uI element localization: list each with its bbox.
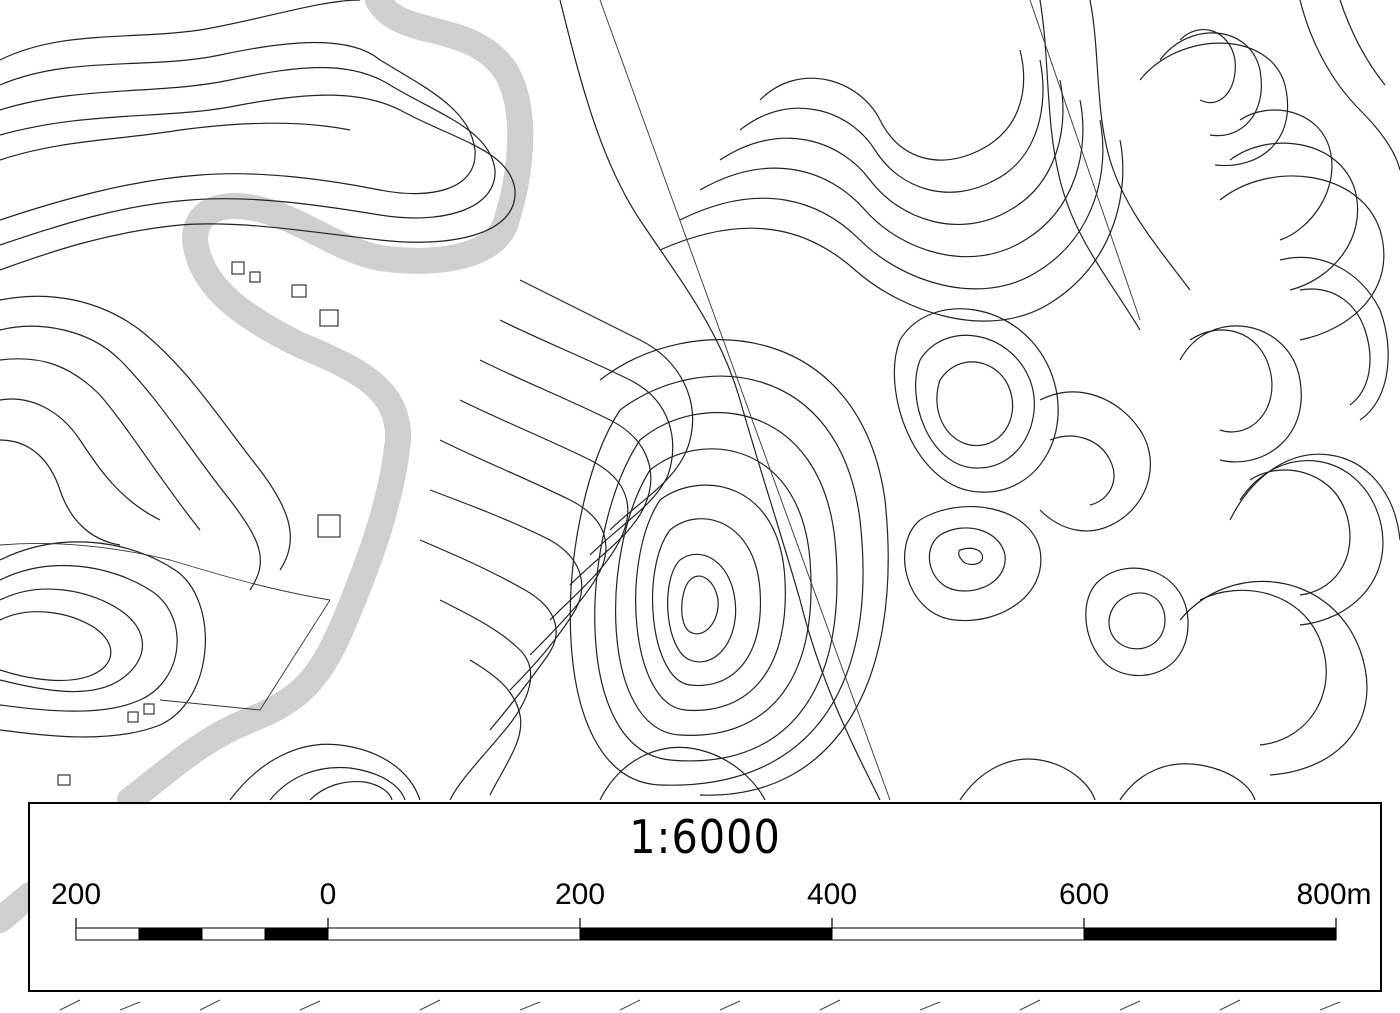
scale-label-200-left: 200	[50, 878, 102, 911]
scale-label-600: 600	[1058, 878, 1110, 911]
scale-label-0: 0	[319, 878, 337, 911]
lower-contour-strip	[59, 999, 1341, 1011]
scale-label-200: 200	[554, 878, 606, 911]
scale-label-800m: 800m	[1296, 878, 1372, 911]
buildings	[57, 261, 341, 786]
scale-segments-main	[327, 927, 1337, 941]
scale-segments-left	[75, 927, 329, 941]
scale-ratio: 1:6000	[629, 810, 781, 864]
scale-bar-panel: 1:6000 200 0 200 400 600 800m	[28, 802, 1382, 992]
contour-lines	[0, 0, 1400, 801]
scale-label-400: 400	[806, 878, 858, 911]
road-corridor	[0, 0, 534, 933]
scale-bar	[75, 918, 1337, 941]
boundary-lines	[0, 0, 1141, 801]
